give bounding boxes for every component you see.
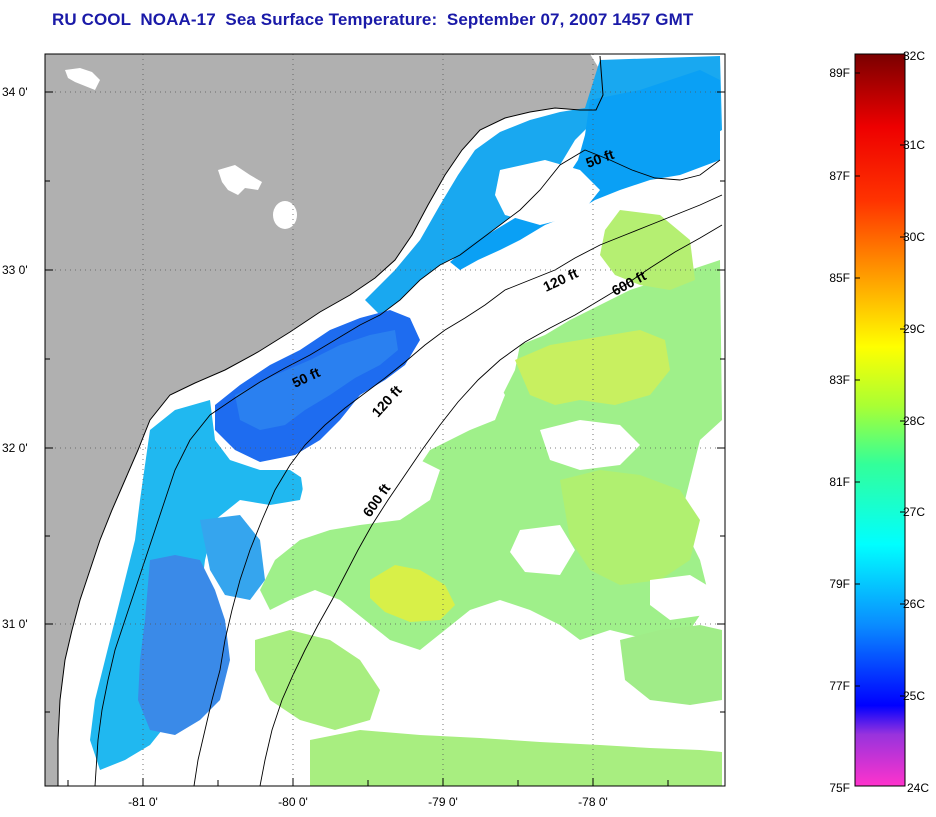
isobath-120ft bbox=[193, 194, 723, 786]
sst-cold-patch-2 bbox=[235, 330, 398, 430]
lon-ticks bbox=[67, 778, 669, 786]
land-cloud-2 bbox=[218, 165, 262, 195]
cbar-f-81: 81F bbox=[829, 475, 850, 489]
lon-label-81: -81 0' bbox=[128, 795, 158, 809]
lat-label-32: 32 0' bbox=[2, 441, 28, 455]
sst-southern-green-2 bbox=[310, 730, 722, 786]
sst-coastal-blue bbox=[138, 555, 230, 735]
cloud-hole-7 bbox=[510, 525, 575, 575]
land-cloud-3 bbox=[273, 201, 297, 229]
cbar-c-26: 26C bbox=[903, 597, 925, 611]
lon-label-80: -80 0' bbox=[278, 795, 308, 809]
cbar-c-25: 25C bbox=[903, 689, 925, 703]
cloud-hole-1 bbox=[300, 460, 440, 525]
land-cloud-1 bbox=[65, 68, 100, 90]
lon-label-78: -78 0' bbox=[578, 795, 608, 809]
cbar-c-28: 28C bbox=[903, 414, 925, 428]
sst-warm-core-1 bbox=[515, 330, 670, 405]
cbar-f-75: 75F bbox=[829, 781, 850, 795]
cbar-f-77: 77F bbox=[829, 679, 850, 693]
lat-label-33: 33 0' bbox=[2, 263, 28, 277]
land-area bbox=[45, 54, 603, 786]
cloud-hole-2 bbox=[380, 650, 580, 720]
sst-south-blue bbox=[200, 515, 265, 600]
cbar-c-27: 27C bbox=[903, 505, 925, 519]
cbar-f-83: 83F bbox=[829, 373, 850, 387]
cloud-hole-4 bbox=[540, 420, 640, 470]
isobath-50ft bbox=[94, 149, 721, 786]
sst-nearshore-mid bbox=[450, 70, 720, 270]
cloud-hole-3 bbox=[450, 370, 505, 430]
sst-east-green bbox=[620, 625, 722, 705]
map-title: RU COOL NOAA-17 Sea Surface Temperature:… bbox=[52, 10, 694, 29]
sst-northeast-green bbox=[600, 210, 695, 290]
cbar-f-87: 87F bbox=[829, 169, 850, 183]
cbar-f-85: 85F bbox=[829, 271, 850, 285]
lat-label-34: 34 0' bbox=[2, 85, 28, 99]
cbar-f-89: 89F bbox=[829, 66, 850, 80]
map-content bbox=[45, 54, 725, 786]
sst-warm-core-2 bbox=[370, 565, 455, 622]
cbar-c-31: 31C bbox=[903, 138, 925, 152]
cbar-c-32: 32C bbox=[903, 49, 925, 63]
cbar-c-29: 29C bbox=[903, 322, 925, 336]
isobath-600ft bbox=[259, 224, 723, 786]
sst-southern-green bbox=[255, 630, 380, 730]
colorbar bbox=[854, 53, 906, 787]
sst-warm-3 bbox=[560, 470, 700, 585]
cloud-hole-6 bbox=[650, 575, 715, 620]
cbar-c-30: 30C bbox=[903, 230, 925, 244]
lat-label-31: 31 0' bbox=[2, 617, 28, 631]
map-frame bbox=[44, 53, 726, 787]
map-grid bbox=[45, 54, 725, 786]
lat-ticks bbox=[45, 91, 725, 713]
colorbar-ticks bbox=[855, 72, 905, 697]
cbar-c-24: 24C bbox=[907, 781, 929, 795]
coastline bbox=[57, 55, 604, 786]
cbar-f-79: 79F bbox=[829, 577, 850, 591]
lon-label-79: -79 0' bbox=[428, 795, 458, 809]
